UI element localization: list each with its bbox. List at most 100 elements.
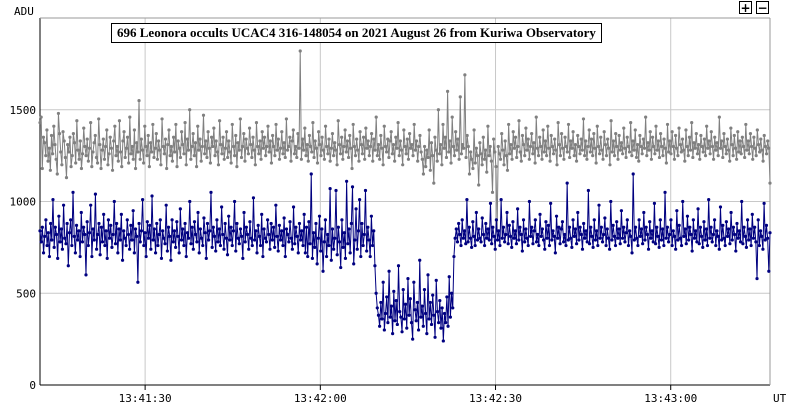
data-point	[99, 225, 103, 229]
series-line	[39, 173, 771, 341]
data-point	[173, 150, 177, 154]
data-point	[298, 49, 302, 53]
data-point	[279, 146, 283, 150]
data-point	[553, 137, 557, 141]
data-point	[83, 144, 87, 149]
data-point	[540, 157, 544, 161]
data-point	[184, 163, 188, 167]
data-point	[341, 245, 345, 249]
data-point	[420, 304, 424, 308]
data-point	[589, 137, 594, 141]
data-point	[41, 135, 46, 139]
data-point	[751, 157, 755, 161]
data-point	[521, 218, 526, 222]
data-point	[40, 166, 44, 171]
data-point	[183, 121, 187, 125]
data-point	[763, 144, 767, 149]
data-point	[718, 205, 723, 209]
data-point	[119, 212, 123, 216]
data-point	[584, 229, 588, 233]
data-point	[251, 135, 255, 139]
data-point	[53, 225, 57, 229]
data-point	[649, 236, 653, 240]
data-point	[330, 227, 335, 231]
data-point	[636, 243, 640, 248]
data-point	[214, 249, 218, 253]
data-point	[142, 161, 146, 165]
data-point	[475, 154, 480, 158]
data-point	[643, 238, 647, 242]
data-point	[701, 245, 705, 249]
data-point	[43, 141, 47, 145]
data-point	[708, 236, 712, 240]
data-point	[690, 121, 694, 125]
data-point	[485, 236, 489, 240]
data-point	[271, 225, 276, 229]
zoom-out-button[interactable]: −	[756, 1, 769, 15]
data-point	[283, 155, 287, 160]
data-point	[356, 148, 360, 152]
data-point	[340, 135, 344, 139]
data-point	[541, 128, 545, 132]
data-point	[479, 240, 483, 244]
data-point	[552, 234, 556, 238]
data-point	[544, 220, 548, 224]
data-point	[46, 231, 50, 235]
data-point	[480, 163, 484, 167]
data-point	[566, 238, 570, 242]
data-point	[686, 154, 690, 158]
data-point	[56, 111, 61, 116]
data-point	[169, 258, 173, 262]
data-point	[218, 119, 222, 123]
data-point	[406, 276, 410, 281]
data-point	[276, 137, 280, 141]
data-point	[317, 130, 321, 134]
data-point	[103, 243, 107, 248]
data-point	[550, 144, 554, 149]
data-point	[69, 165, 73, 169]
data-point	[362, 232, 366, 237]
data-point	[181, 227, 185, 231]
data-point	[559, 227, 563, 231]
data-point	[142, 243, 146, 248]
data-point	[244, 137, 248, 141]
data-point	[118, 238, 122, 242]
data-point	[506, 242, 510, 246]
zoom-in-button[interactable]: +	[739, 1, 752, 15]
data-point	[147, 165, 151, 169]
data-point	[525, 148, 529, 152]
data-point	[74, 223, 79, 227]
data-point	[361, 243, 365, 248]
data-point	[537, 243, 541, 248]
data-point	[392, 289, 396, 294]
data-point	[709, 130, 713, 134]
data-point	[459, 243, 463, 248]
data-point	[353, 238, 357, 242]
data-point	[730, 143, 734, 147]
data-point	[470, 245, 474, 249]
data-point	[340, 218, 344, 222]
data-point	[760, 234, 764, 238]
data-point	[209, 135, 214, 139]
data-point	[40, 225, 44, 229]
data-point	[669, 152, 673, 156]
data-point	[194, 232, 198, 237]
data-point	[762, 201, 766, 205]
data-point	[418, 258, 422, 262]
data-point	[592, 132, 596, 136]
data-point	[703, 154, 708, 158]
data-point	[707, 198, 711, 202]
data-point	[547, 146, 551, 150]
data-point	[205, 155, 209, 160]
data-point	[664, 161, 668, 165]
data-point	[378, 324, 382, 328]
data-point	[571, 218, 575, 222]
data-point	[668, 139, 672, 143]
data-point	[707, 139, 711, 143]
data-point	[451, 144, 455, 149]
data-point	[428, 300, 432, 305]
data-point	[57, 132, 62, 136]
data-point	[99, 166, 103, 171]
data-point	[517, 119, 521, 123]
data-point	[47, 254, 52, 259]
